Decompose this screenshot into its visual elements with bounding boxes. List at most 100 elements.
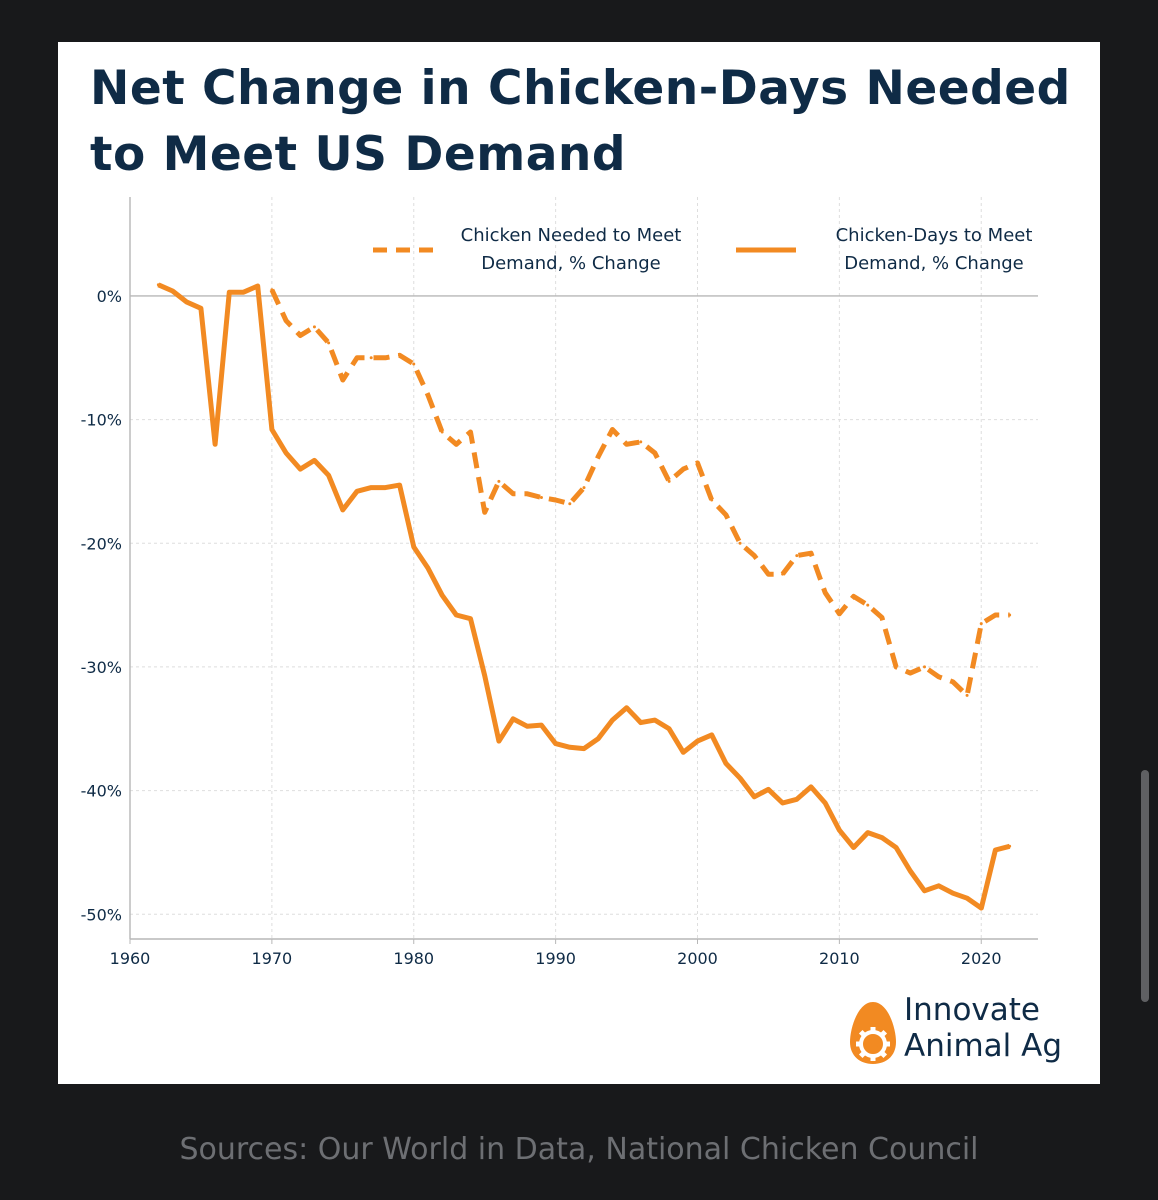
gridlines xyxy=(130,197,1038,939)
x-tick-label: 1970 xyxy=(252,949,293,968)
data-point xyxy=(426,566,430,570)
data-point xyxy=(866,603,870,607)
x-tick-label: 1960 xyxy=(110,949,151,968)
data-point xyxy=(539,723,543,727)
data-point xyxy=(426,393,430,397)
x-tick-label: 2000 xyxy=(677,949,718,968)
data-point xyxy=(738,776,742,780)
series-lines xyxy=(156,282,1012,911)
data-point xyxy=(440,593,444,597)
y-tick-label: 0% xyxy=(97,287,122,306)
data-point xyxy=(710,733,714,737)
data-point xyxy=(710,498,714,502)
data-point xyxy=(951,680,955,684)
data-point xyxy=(681,750,685,754)
data-point xyxy=(610,718,614,722)
data-point xyxy=(923,665,926,669)
data-point xyxy=(979,906,983,910)
data-point xyxy=(696,461,699,465)
data-point xyxy=(497,739,501,743)
x-tick-label: 2010 xyxy=(819,949,860,968)
data-point xyxy=(795,797,799,801)
data-point xyxy=(766,572,770,576)
data-point xyxy=(908,869,912,873)
data-point xyxy=(511,492,515,496)
legend-label: Chicken-Days to Meet xyxy=(836,225,1033,246)
data-point xyxy=(383,486,387,490)
data-point xyxy=(298,334,302,338)
brand-line-1: Innovate xyxy=(904,992,1040,1028)
x-tick-label: 1990 xyxy=(535,949,576,968)
data-point xyxy=(639,721,643,725)
data-point xyxy=(923,889,926,893)
data-point xyxy=(284,451,288,455)
data-point xyxy=(866,831,870,835)
scrollbar-thumb[interactable] xyxy=(1141,770,1149,1002)
data-point xyxy=(653,718,657,722)
data-point xyxy=(1008,844,1012,848)
data-point xyxy=(582,486,586,490)
data-point xyxy=(355,356,359,360)
data-point xyxy=(270,288,274,292)
data-point xyxy=(298,467,302,471)
data-point xyxy=(440,430,444,434)
data-point xyxy=(270,427,274,431)
data-point xyxy=(284,319,288,323)
series-line-chicken-days xyxy=(157,282,1011,911)
data-point xyxy=(1008,613,1012,617)
data-point xyxy=(469,430,472,434)
data-point xyxy=(355,489,359,493)
egg-gear-icon xyxy=(850,1002,896,1064)
legend: Chicken Needed to Meet Demand, % Change Ch… xyxy=(373,225,1032,274)
data-point xyxy=(383,356,387,360)
data-point xyxy=(625,706,629,710)
data-point xyxy=(781,572,785,576)
data-point xyxy=(965,693,969,697)
data-point xyxy=(469,617,472,621)
data-point xyxy=(582,747,586,751)
axes: 0% -10% -20% -30% -40% -50% 1960 1970 1980 1990 20… xyxy=(81,197,1038,968)
data-point xyxy=(511,717,515,721)
y-tick-label: -50% xyxy=(81,905,122,924)
line-chart: 0% -10% -20% -30% -40% -50% 1960 1970 1980 1990 20… xyxy=(81,197,1038,968)
data-point xyxy=(852,594,856,598)
data-point xyxy=(908,671,912,675)
data-point xyxy=(213,442,217,446)
data-point xyxy=(795,554,799,558)
x-tick-label: 2020 xyxy=(961,949,1002,968)
data-point xyxy=(823,591,827,595)
legend-label: Demand, % Change xyxy=(844,253,1024,274)
data-point xyxy=(724,513,728,517)
data-point xyxy=(596,455,600,459)
data-point xyxy=(539,496,543,500)
data-point xyxy=(171,289,175,293)
data-point xyxy=(809,551,813,555)
data-point xyxy=(596,737,600,741)
sources-caption: Sources: Our World in Data, National Chi… xyxy=(179,1132,979,1167)
data-point xyxy=(398,353,402,357)
data-point xyxy=(653,451,657,455)
data-point xyxy=(681,467,685,471)
data-point xyxy=(880,836,884,840)
data-point xyxy=(937,884,941,888)
data-point xyxy=(199,306,203,310)
data-point xyxy=(327,341,331,345)
data-point xyxy=(525,492,529,496)
series-line-chicken-needed xyxy=(269,288,1010,698)
data-point xyxy=(554,742,558,746)
data-point xyxy=(724,761,728,765)
data-point xyxy=(369,486,373,490)
data-point xyxy=(227,290,231,294)
data-point xyxy=(497,479,501,483)
y-tick-label: -20% xyxy=(81,534,122,553)
data-point xyxy=(412,545,416,549)
data-point xyxy=(369,356,373,360)
data-point xyxy=(256,284,260,288)
data-point xyxy=(696,739,699,743)
data-point xyxy=(667,479,671,483)
data-point xyxy=(852,845,856,849)
brand-line-2: Animal Ag xyxy=(904,1028,1063,1064)
data-point xyxy=(781,801,785,805)
data-point xyxy=(965,896,969,900)
data-point xyxy=(454,613,458,617)
